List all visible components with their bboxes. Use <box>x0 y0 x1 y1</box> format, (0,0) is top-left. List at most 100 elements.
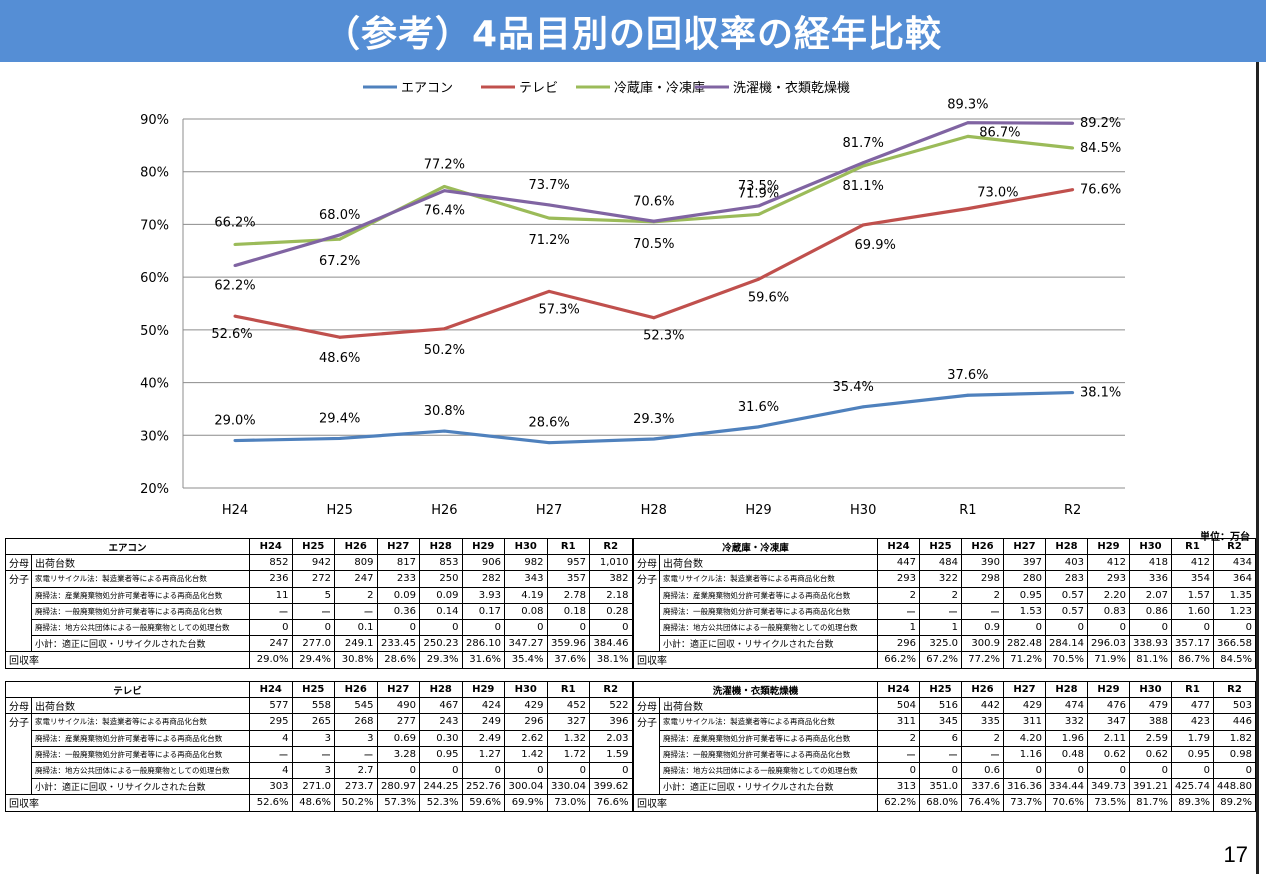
table-cell: 452 <box>546 697 591 715</box>
year-header: H28 <box>1045 537 1089 556</box>
table-cell: 336 <box>1129 570 1173 588</box>
x-tick-label: H24 <box>222 503 248 518</box>
table-cell: 0 <box>919 761 963 780</box>
table-cell: 71.9% <box>1087 651 1131 669</box>
table-washer: 洗濯機・衣類乾燥機 H24 H25 H26 H27 H28 H29 H30 R1 R2 分母 出荷台数… <box>632 680 1257 812</box>
data-point <box>233 264 237 268</box>
table-row: 廃掃法：地方公共団体による一般廃棄物としての処理台数 0 0 0.1 0 0 0 0 0 0 <box>6 618 633 637</box>
data-point <box>547 216 551 220</box>
table-cell: 0 <box>1045 618 1089 637</box>
table-cell: 0 <box>1045 761 1089 780</box>
row-label: 小計：適正に回収・リサイクルされた台数 <box>30 778 251 796</box>
table-cell: 351.0 <box>919 778 963 796</box>
table-row: 廃掃法：産業廃棄物処分許可業者等による再商品化台数 11 5 2 0.09 0.09 3.9… <box>6 586 633 604</box>
table-cell: 503 <box>1213 697 1257 715</box>
data-point <box>966 393 970 397</box>
table-cell: 490 <box>376 697 421 715</box>
table-cell: 391.21 <box>1129 778 1173 796</box>
data-point <box>966 121 970 125</box>
table-cell: 59.6% <box>461 794 506 812</box>
table-cell: 73.7% <box>1003 794 1047 812</box>
table-cell: 277 <box>376 713 421 731</box>
table-cell: ー <box>249 602 293 620</box>
table-cell: 335 <box>961 713 1005 731</box>
table-cell: 28.6% <box>376 651 421 669</box>
data-point <box>1071 146 1075 150</box>
table-cell: 0.62 <box>1087 745 1131 763</box>
table-cell: ー <box>877 602 921 620</box>
table-cell: 4.20 <box>1003 729 1047 747</box>
data-label: 31.6% <box>738 400 779 415</box>
table-cell: 0.98 <box>1213 745 1257 763</box>
table-cell: 1.16 <box>1003 745 1047 763</box>
table-cell: 0 <box>249 618 293 637</box>
table-cell: 67.2% <box>919 651 963 669</box>
row-label: 廃掃法：一般廃棄物処分許可業者等による再商品化台数 <box>658 745 879 763</box>
table-cell: 69.9% <box>504 794 548 812</box>
year-header: H29 <box>1087 680 1131 699</box>
table-cell: 418 <box>1129 554 1173 572</box>
table-cell: 446 <box>1213 713 1257 731</box>
table-cell: 0.17 <box>461 602 506 620</box>
data-point <box>861 405 865 409</box>
table-cell: 0 <box>1171 618 1215 637</box>
table-cell: 403 <box>1045 554 1089 572</box>
table-cell: 286.10 <box>461 635 506 653</box>
table-cell: 2.49 <box>461 729 506 747</box>
table-cell: 89.2% <box>1213 794 1257 812</box>
page-number: 17 <box>1223 842 1248 867</box>
data-label: 62.2% <box>214 279 255 294</box>
table-cell: 334.44 <box>1045 778 1089 796</box>
table-cell: 70.5% <box>1045 651 1089 669</box>
table-cell: 280 <box>1003 570 1047 588</box>
table-cell: 0 <box>461 618 506 637</box>
year-header: H26 <box>334 680 378 699</box>
group-label-numerator: 分子 <box>5 713 32 796</box>
table-cell: ー <box>334 602 378 620</box>
table-cell: 3.93 <box>461 586 506 604</box>
table-cell: 1.32 <box>546 729 591 747</box>
table-cell: 347.27 <box>504 635 548 653</box>
data-point <box>966 207 970 211</box>
row-label: 家電リサイクル法：製造業者等による再商品化台数 <box>30 713 251 731</box>
table-row: 廃掃法：一般廃棄物処分許可業者等による再商品化台数ーーー 3.28 0.95 1.27… <box>6 745 633 763</box>
year-header: H29 <box>461 537 506 556</box>
table-cell: 577 <box>249 697 293 715</box>
table-cell: 0 <box>376 618 421 637</box>
table-cell: 484 <box>919 554 963 572</box>
table-cell: 412 <box>1087 554 1131 572</box>
table-header-row: テレビ H24 H25 H26 H27 H28 H29 H30 R1 R2 <box>4 680 633 699</box>
table-header-row: 冷蔵庫・冷凍庫 H24 H25 H26 H27 H28 H29 H30 R1 R2 <box>632 537 1257 556</box>
table-cell: 1 <box>919 618 963 637</box>
series-line <box>234 188 1073 339</box>
data-point <box>547 203 551 207</box>
table-cell: 2.7 <box>334 761 378 780</box>
table-cell: 272 <box>291 570 336 588</box>
table-cell: 364 <box>1213 570 1257 588</box>
table-cell: 243 <box>419 713 463 731</box>
group-label-denominator: 分母 <box>5 554 32 572</box>
table-cell: 429 <box>504 697 548 715</box>
x-tick-label: R2 <box>1064 503 1081 518</box>
table-cell: 0.09 <box>419 586 463 604</box>
table-cell: 77.2% <box>961 651 1005 669</box>
table-cell: 384.46 <box>589 635 633 653</box>
table-cell: 322 <box>919 570 963 588</box>
year-header: R1 <box>546 537 591 556</box>
table-cell: 0.83 <box>1087 602 1131 620</box>
table-cell: 52.3% <box>419 794 463 812</box>
table-cell: 0 <box>589 618 633 637</box>
data-point <box>652 219 656 223</box>
data-label: 70.6% <box>633 194 674 209</box>
year-header: H27 <box>376 537 421 556</box>
data-label: 50.2% <box>424 343 465 358</box>
table-cell: 244.25 <box>419 778 463 796</box>
year-header: H28 <box>1045 680 1089 699</box>
table-cell: 1.60 <box>1171 602 1215 620</box>
y-tick-label: 20% <box>140 482 169 497</box>
table-cell: 277.0 <box>291 635 336 653</box>
table-row: 分子 家電リサイクル法：製造業者等による再商品化台数 295 265 268 277 243… <box>5 713 633 796</box>
table-cell: 982 <box>504 554 548 572</box>
table-cell: 396 <box>589 713 633 731</box>
data-label: 86.7% <box>979 125 1020 140</box>
